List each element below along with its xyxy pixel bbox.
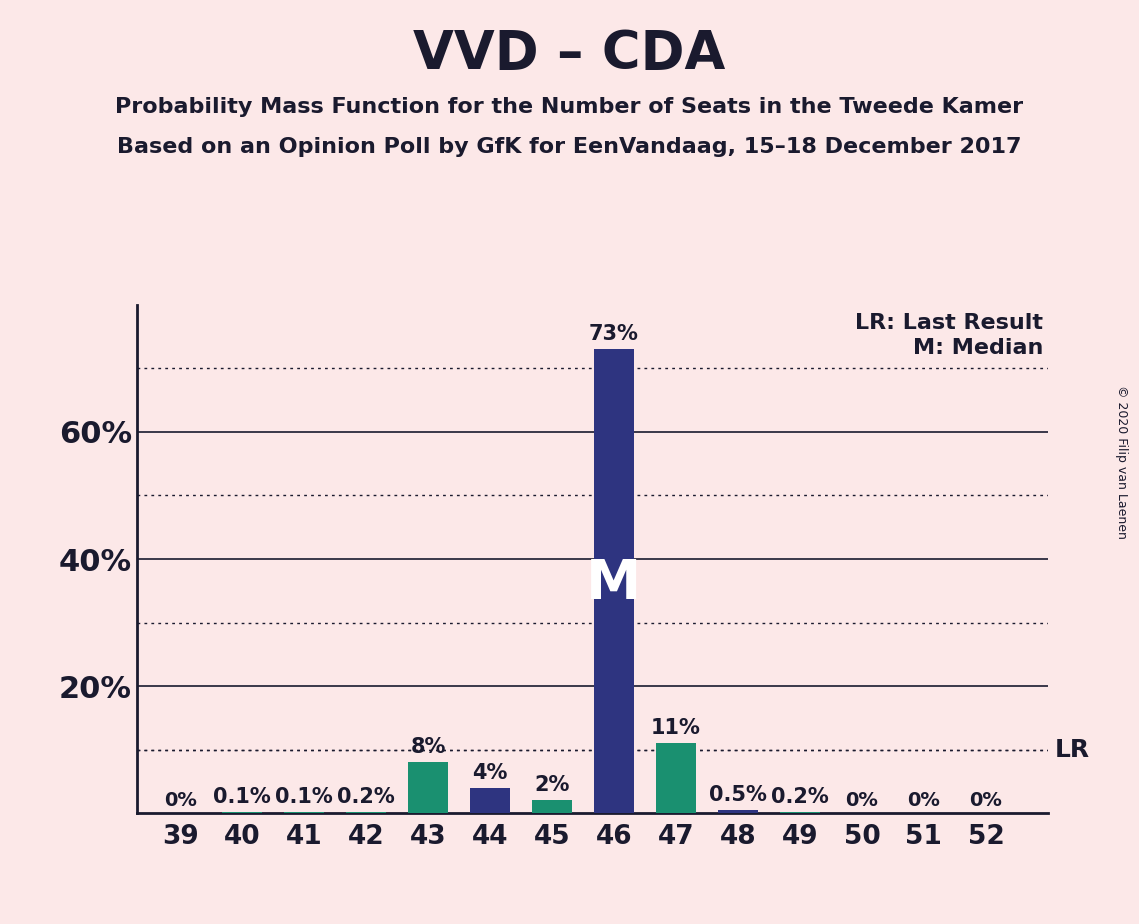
Text: 0.1%: 0.1%	[213, 787, 271, 808]
Text: M: Median: M: Median	[913, 338, 1043, 358]
Text: 0%: 0%	[969, 791, 1002, 810]
Text: 0.5%: 0.5%	[708, 784, 767, 805]
Text: 0.1%: 0.1%	[276, 787, 333, 808]
Bar	[532, 800, 572, 813]
Bar	[470, 787, 510, 813]
Text: M: M	[587, 557, 641, 612]
Text: 0%: 0%	[908, 791, 941, 810]
Text: 2%: 2%	[534, 775, 570, 796]
Text: LR: LR	[1055, 737, 1090, 761]
Bar	[718, 810, 759, 813]
Text: 73%: 73%	[589, 324, 639, 345]
Bar	[656, 743, 696, 813]
Bar	[346, 812, 386, 813]
Text: 4%: 4%	[473, 762, 508, 783]
Text: Based on an Opinion Poll by GfK for EenVandaag, 15–18 December 2017: Based on an Opinion Poll by GfK for EenV…	[117, 137, 1022, 157]
Text: 0.2%: 0.2%	[337, 786, 395, 807]
Bar	[593, 349, 634, 813]
Text: LR: Last Result: LR: Last Result	[855, 312, 1043, 333]
Text: VVD – CDA: VVD – CDA	[413, 28, 726, 79]
Text: 0.2%: 0.2%	[771, 786, 829, 807]
Text: 8%: 8%	[410, 737, 445, 758]
Bar	[780, 812, 820, 813]
Bar	[408, 762, 448, 813]
Text: 0%: 0%	[845, 791, 878, 810]
Text: 11%: 11%	[652, 718, 700, 738]
Text: Probability Mass Function for the Number of Seats in the Tweede Kamer: Probability Mass Function for the Number…	[115, 97, 1024, 117]
Text: © 2020 Filip van Laenen: © 2020 Filip van Laenen	[1115, 385, 1129, 539]
Text: 0%: 0%	[164, 791, 197, 810]
